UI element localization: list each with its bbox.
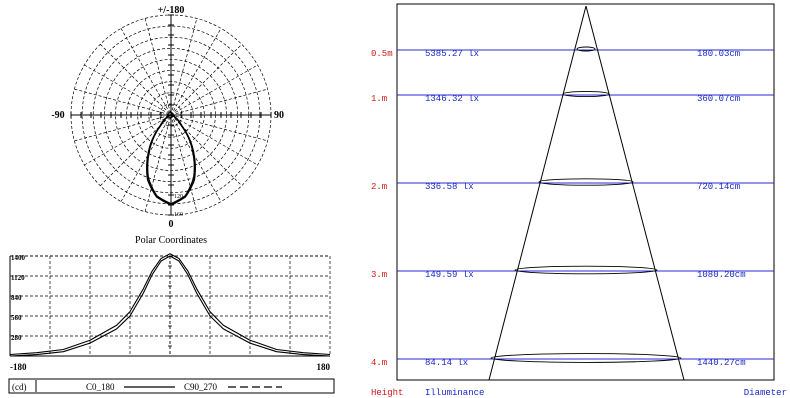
cone-diameter-value: 720.14cm [697, 182, 740, 192]
legend-c0-label: C0_180 [86, 382, 115, 392]
linear-x-right-label: 180 [317, 362, 331, 372]
cone-diameter-value: 1080.20cm [697, 270, 746, 280]
linear-chart: 1400 1120 840 560 280 -180 180 (cd) C0_180 C… [8, 253, 335, 394]
linear-curve-c90-270 [9, 253, 331, 356]
cone-diameter-value: 360.07cm [697, 94, 740, 104]
polar-label-right: 90 [274, 110, 284, 121]
linear-y-tick-label: 1120 [11, 274, 25, 282]
cone-ellipse [562, 90, 610, 98]
polar-ring-label: 120 [174, 194, 183, 200]
cone-ellipse [576, 46, 596, 52]
cone-height-label: 3.m [371, 270, 387, 280]
polar-caption: Polar Coordinates [135, 235, 207, 246]
linear-y-tick-label: 840 [11, 294, 22, 302]
cone-illuminance-levels [397, 49, 774, 360]
cone-height-label: 2.m [371, 182, 387, 192]
cone-header-diameter: Diameter [744, 388, 787, 398]
linear-x-left-label: -180 [10, 362, 27, 372]
legend-c90-label: C90_270 [184, 382, 218, 392]
cone-diameter-value: 1440.27cm [697, 358, 746, 368]
polar-label-top: +/-180 [158, 5, 185, 16]
polar-diagram: +/-180 -90 90 0 Polar Coordinates 120 16… [51, 5, 284, 246]
cone-illuminance-value: 149.59 lx [425, 270, 474, 280]
linear-grid [9, 255, 331, 357]
polar-ring-label: 160 [174, 212, 183, 218]
polar-label-bottom: 0 [169, 219, 174, 230]
polar-curves [146, 114, 196, 206]
linear-curves [9, 253, 331, 357]
cone-right-edge [585, 5, 685, 381]
cone-ellipse [538, 178, 634, 186]
cone-height-label: 4.m [371, 358, 387, 368]
cone-header-height: Height [371, 388, 403, 398]
cone-diameter-value: 180.03cm [697, 49, 740, 59]
polar-label-left: -90 [51, 110, 64, 121]
cone-illuminance-value: 336.58 lx [425, 182, 474, 192]
linear-curve-c0-180 [9, 255, 331, 357]
cone-illuminance-value: 1346.32 lx [425, 94, 479, 104]
cone-diagram: 0.5m 5385.27 lx 180.03cm 1.m 1346.32 lx 360.0… [371, 3, 787, 398]
linear-y-tick-labels: 1400 1120 840 560 280 [11, 254, 26, 342]
cone-ellipse [490, 353, 682, 363]
cone-header-illuminance: Illuminance [425, 388, 484, 398]
linear-y-tick-label: 560 [11, 314, 22, 322]
cone-shape [488, 5, 685, 381]
cone-illuminance-value: 5385.27 lx [425, 49, 479, 59]
polar-spoke [144, 18, 198, 212]
linear-y-tick-label: 1400 [11, 254, 26, 262]
legend-unit: (cd) [12, 382, 27, 392]
cone-frame [396, 3, 775, 381]
cone-row-labels: 0.5m 5385.27 lx 180.03cm 1.m 1346.32 lx 360.0… [371, 49, 746, 368]
legend-box [8, 378, 335, 394]
polar-curve-c90-270 [146, 114, 196, 206]
cone-ellipse [514, 265, 658, 275]
cone-height-label: 0.5m [371, 49, 393, 59]
cone-height-label: 1.m [371, 94, 387, 104]
cone-illuminance-value: 84.14 lx [425, 358, 468, 368]
cone-left-edge [488, 5, 587, 381]
linear-y-tick-label: 280 [11, 334, 22, 342]
